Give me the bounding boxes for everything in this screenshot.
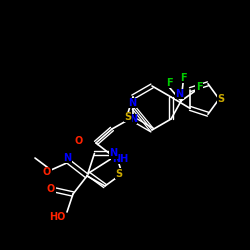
Text: N: N — [128, 98, 136, 108]
Text: NH: NH — [112, 154, 128, 164]
Text: O: O — [75, 136, 83, 146]
Text: N: N — [110, 148, 118, 158]
Text: N: N — [63, 153, 71, 163]
Text: S: S — [124, 112, 132, 122]
Text: S: S — [218, 94, 224, 104]
Text: O: O — [47, 184, 55, 194]
Text: O: O — [43, 167, 51, 177]
Text: N: N — [175, 89, 183, 99]
Text: F: F — [196, 82, 202, 92]
Text: S: S — [116, 168, 123, 178]
Text: F: F — [180, 73, 186, 83]
Text: N: N — [129, 114, 137, 124]
Text: F: F — [166, 78, 172, 88]
Text: HO: HO — [49, 212, 65, 222]
